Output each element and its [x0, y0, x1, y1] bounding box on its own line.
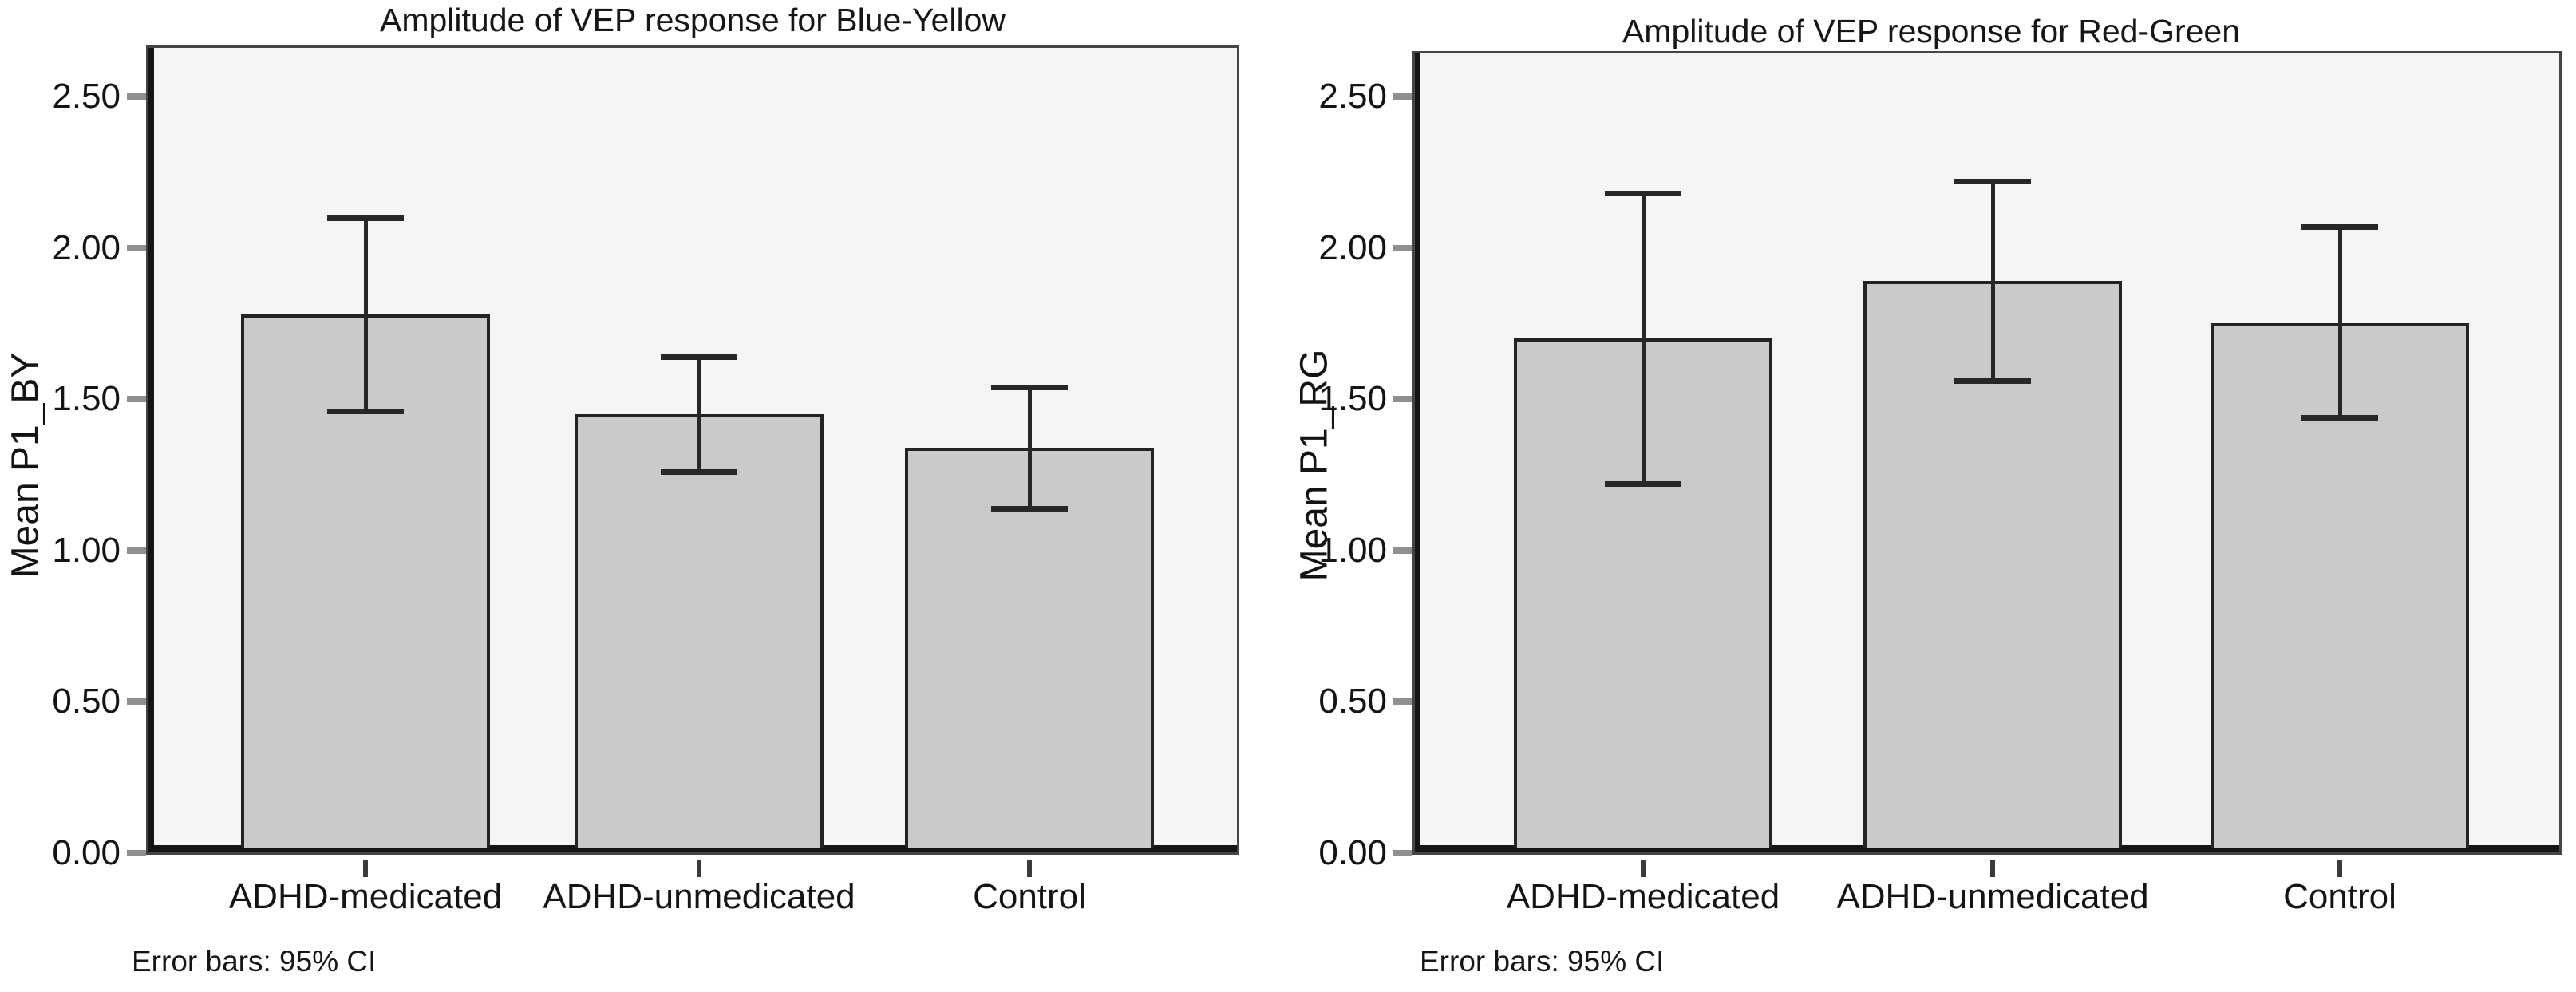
error-bar-line: [364, 217, 368, 412]
error-bar-cap-bottom: [2301, 414, 2378, 421]
y-tick-mark: [1393, 850, 1412, 856]
error-bar-cap-top: [327, 215, 404, 221]
y-tick-mark: [127, 698, 146, 705]
y-tick-label: 0.00: [1318, 833, 1387, 872]
y-tick-mark: [127, 396, 146, 403]
y-tick-label: 1.50: [1318, 379, 1387, 419]
y-tick-label: 0.00: [52, 833, 121, 872]
y-tick-label: 2.00: [1318, 227, 1387, 267]
y-tick-mark: [127, 93, 146, 100]
y-tick-mark: [127, 850, 146, 856]
x-tick-mark: [2337, 860, 2342, 877]
error-bar-line: [1642, 193, 1646, 484]
error-bar-cap-top: [991, 385, 1068, 391]
error-bar-cap-top: [2301, 224, 2378, 231]
x-tick-mark: [1990, 860, 1995, 877]
y-tick-label: 2.50: [52, 77, 121, 116]
y-tick-mark: [1393, 93, 1412, 100]
error-bars-footnote: Error bars: 95% CI: [132, 945, 377, 978]
x-category-label: Control: [973, 877, 1086, 916]
x-tick-mark: [363, 860, 368, 877]
error-bar-cap-top: [1954, 179, 2031, 185]
y-tick-label: 1.00: [52, 530, 121, 570]
error-bar-line: [2338, 227, 2342, 417]
x-tick-mark: [1027, 860, 1032, 877]
error-bar-cap-bottom: [661, 469, 737, 476]
chart-title: Amplitude of VEP response for Red-Green: [1622, 13, 2241, 49]
x-tick-mark: [697, 860, 701, 877]
y-tick-label: 0.50: [52, 682, 121, 721]
error-bar-cap-bottom: [1954, 378, 2031, 385]
error-bar-line: [1028, 387, 1032, 508]
y-tick-label: 1.00: [1318, 530, 1387, 570]
y-tick-mark: [1393, 244, 1412, 251]
error-bars-footnote: Error bars: 95% CI: [1420, 945, 1665, 978]
x-category-label: ADHD-unmedicated: [1836, 877, 2149, 916]
error-bar-cap-top: [661, 354, 737, 361]
y-tick-label: 2.00: [52, 227, 121, 267]
y-tick-mark: [127, 244, 146, 251]
y-tick-mark: [1393, 698, 1412, 705]
error-bar-cap-top: [1605, 191, 1681, 197]
y-tick-mark: [1393, 547, 1412, 554]
x-category-label: ADHD-unmedicated: [543, 877, 855, 916]
x-category-label: Control: [2283, 877, 2396, 916]
x-category-label: ADHD-medicated: [228, 877, 503, 916]
error-bar-cap-bottom: [991, 505, 1068, 512]
y-tick-mark: [127, 547, 146, 554]
error-bar-line: [1991, 181, 1995, 381]
error-bar-line: [697, 357, 701, 472]
error-bar-cap-bottom: [1605, 481, 1681, 488]
y-tick-label: 0.50: [1318, 682, 1387, 721]
bar: [905, 447, 1154, 848]
y-tick-label: 1.50: [52, 379, 121, 419]
chart-title: Amplitude of VEP response for Blue-Yello…: [379, 2, 1006, 38]
y-tick-mark: [1393, 396, 1412, 403]
x-category-label: ADHD-medicated: [1506, 877, 1780, 916]
bar: [575, 414, 824, 848]
y-tick-label: 2.50: [1318, 77, 1387, 116]
error-bar-cap-bottom: [327, 409, 404, 415]
x-tick-mark: [1641, 860, 1646, 877]
